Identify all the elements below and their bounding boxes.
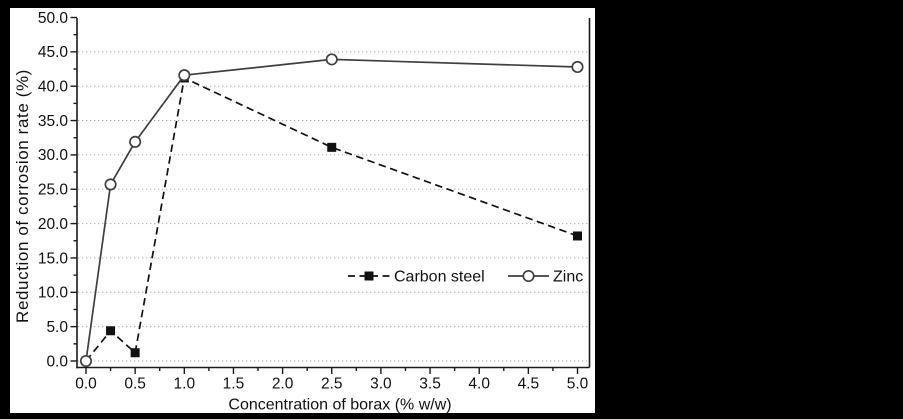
x-tick-label: 0.0 <box>75 376 97 393</box>
axis-ticks <box>70 16 579 374</box>
carbon-steel-marker <box>573 231 582 241</box>
carbon-steel-marker <box>327 142 337 152</box>
zinc-marker <box>79 354 93 368</box>
y-tick-label: 40.0 <box>38 79 69 96</box>
zinc-line <box>85 58 578 362</box>
y-tick-label: 20.0 <box>38 216 69 233</box>
x-tick-label: 5.0 <box>567 376 589 393</box>
carbon-steel-marker <box>106 326 116 336</box>
zinc-marker <box>571 60 584 74</box>
y-tick-labels: 0.0 5.0 10.0 15.0 20.0 25.0 30.0 35.0 40.0 45.0 50… <box>38 10 69 370</box>
x-tick-label: 4.0 <box>468 376 490 393</box>
legend: Carbon steel Zinc <box>348 269 583 286</box>
x-tick-label: 1.5 <box>223 376 245 393</box>
series-zinc <box>79 53 584 368</box>
legend-item-zinc: Zinc <box>508 269 583 286</box>
x-tick-label: 0.5 <box>124 376 146 393</box>
x-tick-label: 3.5 <box>419 376 441 393</box>
y-tick-label: 50.0 <box>38 10 69 27</box>
x-tick-labels: 0.0 0.5 1.0 1.5 2.0 2.5 3.0 3.5 4.0 4.5 5.0 <box>75 376 588 393</box>
zinc-marker <box>104 178 117 191</box>
x-tick-label: 4.5 <box>518 376 540 393</box>
x-tick-label: 2.5 <box>321 376 343 393</box>
carbon-steel-marker <box>130 348 140 358</box>
carbon-steel-line <box>85 76 578 362</box>
y-axis-title: Reduction of corrosion rate (%) <box>13 69 32 323</box>
x-tick-label: 2.0 <box>272 376 294 393</box>
y-tick-label: 15.0 <box>38 250 69 267</box>
y-tick-label: 30.0 <box>38 147 69 164</box>
legend-label-zinc: Zinc <box>553 269 583 286</box>
y-tick-label: 45.0 <box>38 44 69 61</box>
x-axis-title: Concentration of borax (% w/w) <box>228 397 451 414</box>
legend-label-carbon-steel: Carbon steel <box>394 269 485 286</box>
x-tick-label: 3.0 <box>370 376 392 393</box>
gridlines <box>78 51 589 362</box>
y-tick-label: 5.0 <box>46 319 68 336</box>
zinc-marker <box>325 53 338 66</box>
legend-zinc-marker <box>522 269 535 283</box>
zinc-marker <box>178 69 191 82</box>
x-tick-label: 1.0 <box>174 376 196 393</box>
y-tick-label: 10.0 <box>38 285 69 302</box>
y-tick-label: 25.0 <box>38 182 69 199</box>
legend-item-carbon-steel: Carbon steel <box>348 269 485 286</box>
y-tick-label: 0.0 <box>46 353 68 370</box>
y-tick-label: 35.0 <box>38 113 69 130</box>
zinc-marker <box>129 135 142 148</box>
legend-carbon-steel-marker <box>364 271 374 281</box>
